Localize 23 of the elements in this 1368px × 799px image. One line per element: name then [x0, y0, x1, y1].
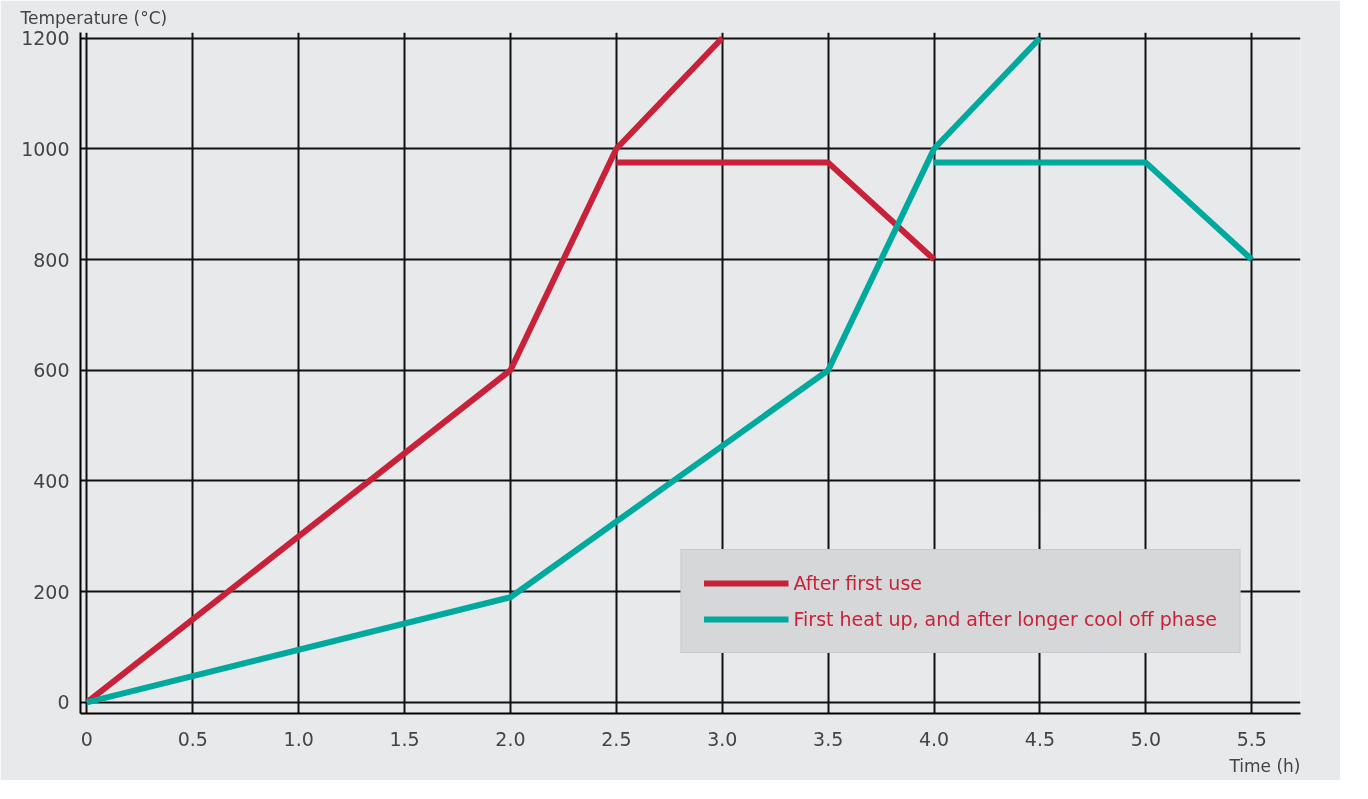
x-tick-label: 2.5 — [601, 727, 632, 750]
x-axis-title: Time (h) — [1228, 755, 1301, 776]
x-tick-label: 4.0 — [918, 727, 950, 750]
y-tick-label: 0 — [57, 691, 70, 714]
x-tick-label: 0 — [80, 727, 93, 750]
y-tick-label: 400 — [33, 469, 70, 492]
x-tick-label: 2.0 — [495, 727, 526, 750]
x-tick-label: 0.5 — [177, 727, 208, 750]
x-tick-label: 3.0 — [707, 727, 738, 750]
y-tick-label: 1000 — [21, 137, 70, 160]
legend-label: First heat up, and after longer cool off phase — [793, 608, 1217, 630]
x-tick-label: 3.5 — [813, 727, 844, 750]
y-axis-title: Temperature (°C) — [19, 7, 168, 28]
x-tick-label: 5.5 — [1236, 727, 1267, 750]
x-tick-label: 5.0 — [1130, 727, 1161, 750]
x-tick-label: 1.5 — [389, 727, 420, 750]
legend-label: After first use — [793, 572, 923, 594]
x-tick-label: 1.0 — [283, 727, 314, 750]
x-tick-label: 4.5 — [1024, 727, 1056, 750]
y-tick-label: 200 — [33, 580, 70, 603]
y-tick-label: 1200 — [21, 27, 70, 50]
y-tick-label: 800 — [33, 248, 70, 271]
y-tick-label: 600 — [33, 359, 70, 382]
